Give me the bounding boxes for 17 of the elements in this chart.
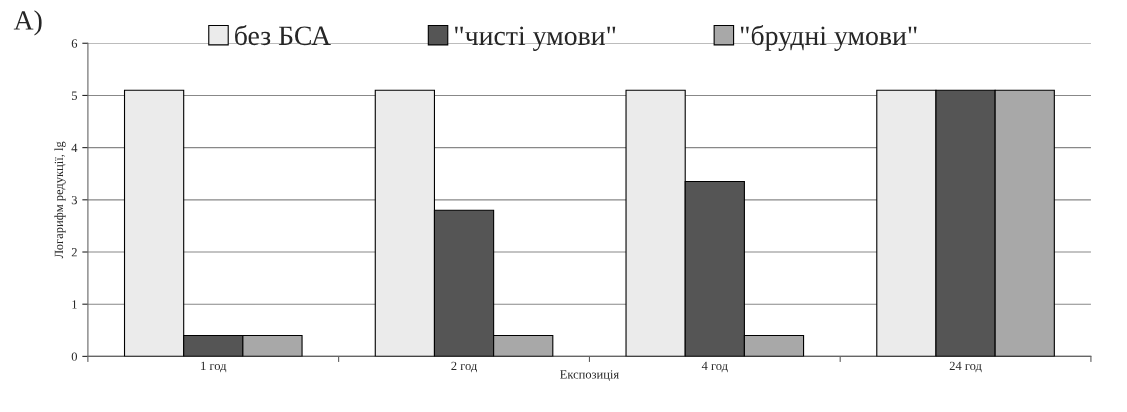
x-tick-label: 1 год [201,361,227,373]
y-tick-label: 1 [72,300,77,309]
x-tick-label: 4 год [701,361,728,373]
legend-label: "брудні умови" [740,25,917,51]
y-tick-label: 5 [71,91,77,100]
x-axis-title: Експозиція [560,370,619,381]
y-axis-title: Логарифм редукції, lg [54,141,66,259]
y-tick-label: 3 [71,195,77,205]
legend-label: "чисті умови" [455,26,616,51]
x-tick-label: 24 год [949,361,982,373]
y-tick-label: 4 [71,143,78,152]
x-tick-label: 2 год [451,361,477,373]
y-tick-label: 2 [71,248,77,257]
y-tick-label: 0 [71,352,78,361]
y-tick-label: 6 [71,39,78,48]
text: A) [13,10,42,36]
legend-label: без БСА [235,25,331,46]
